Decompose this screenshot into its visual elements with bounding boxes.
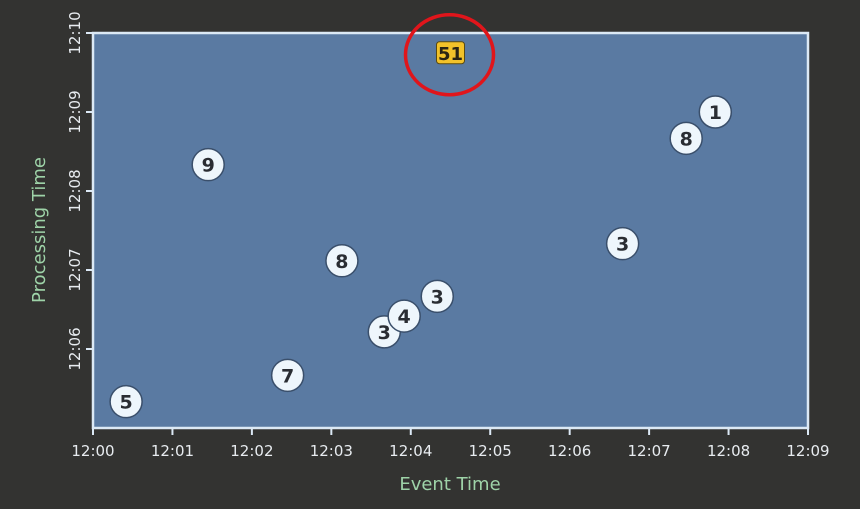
point-value-label: 4	[398, 306, 411, 328]
x-axis-ticks: 12:00 12:01 12:02 12:03 12:04 12:05 12:06 12:07…	[71, 428, 830, 460]
x-tick-label: 12:06	[548, 442, 591, 460]
point-value-label: 3	[378, 322, 391, 344]
data-point: 8	[669, 121, 703, 156]
data-point: 5	[109, 384, 143, 419]
plot-area	[91, 31, 810, 430]
y-tick-label: 12:10	[66, 11, 84, 54]
point-circle	[270, 358, 305, 393]
badge-background	[436, 41, 465, 65]
y-tick-label: 12:06	[66, 327, 84, 370]
x-tick-label: 12:04	[389, 442, 432, 460]
point-circle	[191, 147, 225, 182]
point-value-label: 7	[281, 365, 294, 387]
x-tick-label: 12:05	[469, 442, 512, 460]
point-circle	[605, 226, 640, 261]
x-tick-label: 12:09	[786, 442, 829, 460]
x-axis-label: Event Time	[399, 474, 500, 495]
y-tick-label: 12:08	[66, 169, 84, 212]
data-point: 4	[387, 299, 421, 333]
point-value-label: 8	[335, 251, 348, 273]
y-tick-label: 12:07	[66, 248, 84, 291]
data-point: 7	[270, 358, 305, 393]
highlight-circle	[403, 13, 496, 97]
point-circle	[420, 279, 455, 314]
data-point: 3	[420, 279, 455, 314]
x-tick-label: 12:02	[230, 442, 273, 460]
data-point: 1	[698, 95, 733, 129]
y-axis-label: Processing Time	[29, 157, 50, 303]
point-circle	[325, 244, 359, 278]
point-value-label: 3	[616, 234, 629, 256]
point-value-label: 9	[202, 155, 215, 177]
data-point: 3	[605, 226, 640, 261]
point-circle	[387, 299, 421, 333]
point-value-label: 3	[431, 286, 444, 308]
point-circle	[109, 384, 143, 419]
x-tick-label: 12:07	[627, 442, 670, 460]
y-tick-label: 12:09	[66, 90, 84, 133]
annotation-badge: 51	[403, 13, 496, 97]
x-tick-label: 12:00	[71, 442, 114, 460]
data-point: 9	[191, 147, 225, 182]
y-axis-ticks: 12:06 12:07 12:08 12:09 12:10	[66, 11, 93, 371]
point-circle	[698, 95, 733, 129]
point-circle	[669, 121, 703, 156]
badge-label: 51	[438, 44, 463, 65]
x-tick-label: 12:03	[310, 442, 353, 460]
data-point: 8	[325, 244, 359, 278]
point-value-label: 8	[680, 128, 693, 150]
point-value-label: 1	[709, 102, 722, 124]
x-tick-label: 12:01	[151, 442, 194, 460]
point-value-label: 5	[119, 392, 132, 414]
x-tick-label: 12:08	[707, 442, 750, 460]
annotations: 51	[403, 13, 496, 97]
